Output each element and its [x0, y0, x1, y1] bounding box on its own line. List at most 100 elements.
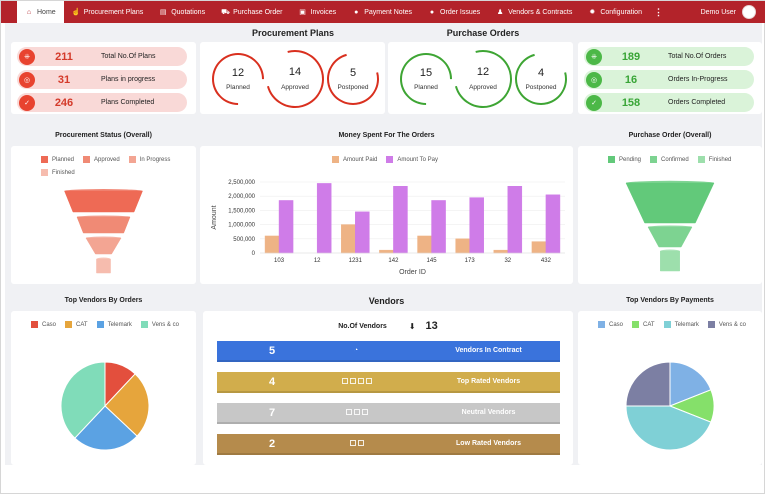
bar-amount-to-pay-145[interactable]	[431, 200, 446, 254]
x-tick-label: 12	[314, 258, 321, 264]
stat-plans-completed: ✓ 246 Plans Completed	[17, 93, 187, 112]
legend-swatch	[332, 156, 339, 163]
legend-item-caso[interactable]: Caso	[31, 321, 56, 328]
bar-amount-paid-432[interactable]	[531, 241, 547, 254]
legend-item-planned[interactable]: Planned	[41, 156, 74, 163]
ring-label: Approved	[281, 83, 309, 91]
funnel-segment-top	[96, 257, 111, 261]
pie-slice-telemark[interactable]	[74, 405, 138, 451]
legend-label: Telemark	[674, 321, 699, 328]
legend-item-vens-co[interactable]: Vens & co	[707, 321, 746, 328]
funnel-segment-in-progress[interactable]	[85, 237, 122, 255]
legend-swatch	[41, 156, 48, 163]
funnel-segment-top	[660, 249, 680, 253]
vendor-row-top-rated-vendors[interactable]: 4 Top Rated Vendors	[217, 372, 560, 393]
tab-payment-notes[interactable]: ● Payment Notes	[344, 1, 420, 23]
bar-amount-to-pay-12[interactable]	[316, 183, 332, 254]
money-spent-title: Money Spent For The Orders	[338, 132, 435, 139]
top-vendors-orders-legend: Caso CAT Telemark Vens & co	[31, 321, 196, 334]
download-icon[interactable]: ⬇	[408, 321, 416, 331]
funnel-segment-finished[interactable]	[96, 258, 111, 274]
tab-order-issues[interactable]: ● Order Issues	[420, 1, 488, 23]
x-tick-label: 103	[274, 258, 285, 264]
user-menu[interactable]: Demo User	[701, 1, 756, 23]
legend-swatch	[41, 169, 48, 176]
orders-stats-card: ⁜ 189 Total No.Of Orders ◎ 16 Orders In-Progr…	[578, 42, 762, 114]
bar-amount-to-pay-32[interactable]	[507, 186, 523, 254]
legend-item-amount-to-pay[interactable]: Amount To Pay	[386, 156, 438, 163]
bar-amount-paid-142[interactable]	[379, 249, 394, 254]
legend-item-approved[interactable]: Approved	[83, 156, 120, 163]
ring-planned: 12 Planned	[201, 42, 275, 116]
bar-amount-to-pay-103[interactable]	[278, 200, 294, 254]
bar-amount-to-pay-1231[interactable]	[355, 211, 370, 254]
vendors-count-label: No.Of Vendors	[338, 322, 387, 330]
star-box-icon	[358, 440, 364, 447]
legend-item-cat[interactable]: CAT	[632, 321, 655, 328]
stat-label: Orders In-Progress	[668, 76, 728, 83]
ring-value: 14	[288, 65, 302, 78]
bar-amount-paid-32[interactable]	[493, 249, 509, 254]
legend-item-pending[interactable]: Pending	[608, 156, 641, 163]
rating-icons	[327, 409, 387, 416]
legend-swatch	[598, 321, 605, 328]
funnel-segment-planned[interactable]	[64, 190, 143, 213]
legend-item-in-progress[interactable]: In Progress	[128, 156, 170, 163]
funnel-segment-finished[interactable]	[660, 250, 680, 272]
stat-value: 246	[54, 96, 74, 109]
tab-invoices[interactable]: ▣ Invoices	[291, 1, 345, 23]
bar-amount-paid-173[interactable]	[455, 238, 470, 254]
funnel-segment-confirmed[interactable]	[647, 226, 693, 248]
tab-label: Invoices	[310, 8, 337, 16]
tab-purchase-order[interactable]: ⛟ Purchase Order	[213, 1, 290, 23]
avatar[interactable]	[742, 5, 756, 19]
legend-swatch	[608, 156, 615, 163]
pie-slice-caso[interactable]	[669, 361, 712, 407]
ring-label: Postponed	[525, 83, 557, 91]
tab-configuration[interactable]: ✹ Configuration	[580, 1, 650, 23]
bar-amount-to-pay-142[interactable]	[393, 186, 408, 254]
pie-slice-vens-co[interactable]	[625, 361, 671, 407]
bar-amount-to-pay-173[interactable]	[469, 197, 484, 254]
stat-value: 16	[624, 73, 638, 86]
funnel-segment-top	[626, 180, 714, 186]
funnel-segment-pending[interactable]	[625, 182, 715, 224]
plans-stats-card: ⁜ 211 Total No.Of Plans ◎ 31 Plans in progres…	[11, 42, 196, 114]
tab-vendors-contracts[interactable]: ♟ Vendors & Contracts	[488, 1, 580, 23]
vendor-row-label: Top Rated Vendors	[456, 378, 521, 385]
tab-label: Quotations	[171, 8, 206, 16]
legend-item-vens-co[interactable]: Vens & co	[140, 321, 179, 328]
bar-amount-paid-1231[interactable]	[341, 224, 356, 254]
pie-slice-telemark[interactable]	[625, 405, 712, 451]
tab-procurement-plans[interactable]: ☝ Procurement Plans	[64, 1, 152, 23]
vendor-row-vendors-in-contract[interactable]: 5 ◔ Vendors In Contract	[217, 341, 560, 362]
legend-item-amount-paid[interactable]: Amount Paid	[332, 156, 377, 163]
vendor-row-low-rated-vendors[interactable]: 2 Low Rated Vendors	[217, 434, 560, 455]
legend-item-caso[interactable]: Caso	[598, 321, 623, 328]
bar-amount-paid-145[interactable]	[417, 235, 432, 254]
tab-quotations[interactable]: ▤ Quotations	[151, 1, 213, 23]
legend-item-confirmed[interactable]: Confirmed	[650, 156, 689, 163]
legend-swatch	[140, 321, 148, 328]
vendor-row-neutral-vendors[interactable]: 7 Neutral Vendors	[217, 403, 560, 424]
vendor-row-value: 2	[268, 437, 276, 450]
legend-swatch	[386, 156, 394, 163]
legend-item-finished[interactable]: Finished	[41, 169, 75, 176]
legend-item-telemark[interactable]: Telemark	[96, 321, 132, 328]
ring-label: Postponed	[337, 83, 369, 91]
bar-amount-paid-103[interactable]	[264, 235, 280, 254]
tab-label: Payment Notes	[364, 8, 413, 16]
vendor-icon: ♟	[496, 9, 504, 16]
tab-home[interactable]: ⌂ Home	[17, 1, 64, 23]
legend-swatch	[31, 321, 38, 328]
pie-slice-vens-co[interactable]	[60, 361, 106, 439]
home-icon: ⌂	[26, 8, 32, 16]
legend-item-telemark[interactable]: Telemark	[663, 321, 699, 328]
legend-item-finished[interactable]: Finished	[697, 156, 731, 163]
legend-item-cat[interactable]: CAT	[65, 321, 88, 328]
more-menu-icon[interactable]: ⋮	[653, 6, 663, 17]
funnel-segment-approved[interactable]	[76, 216, 131, 234]
bar-amount-to-pay-432[interactable]	[545, 194, 561, 254]
pie-slice-cat[interactable]	[104, 373, 150, 437]
